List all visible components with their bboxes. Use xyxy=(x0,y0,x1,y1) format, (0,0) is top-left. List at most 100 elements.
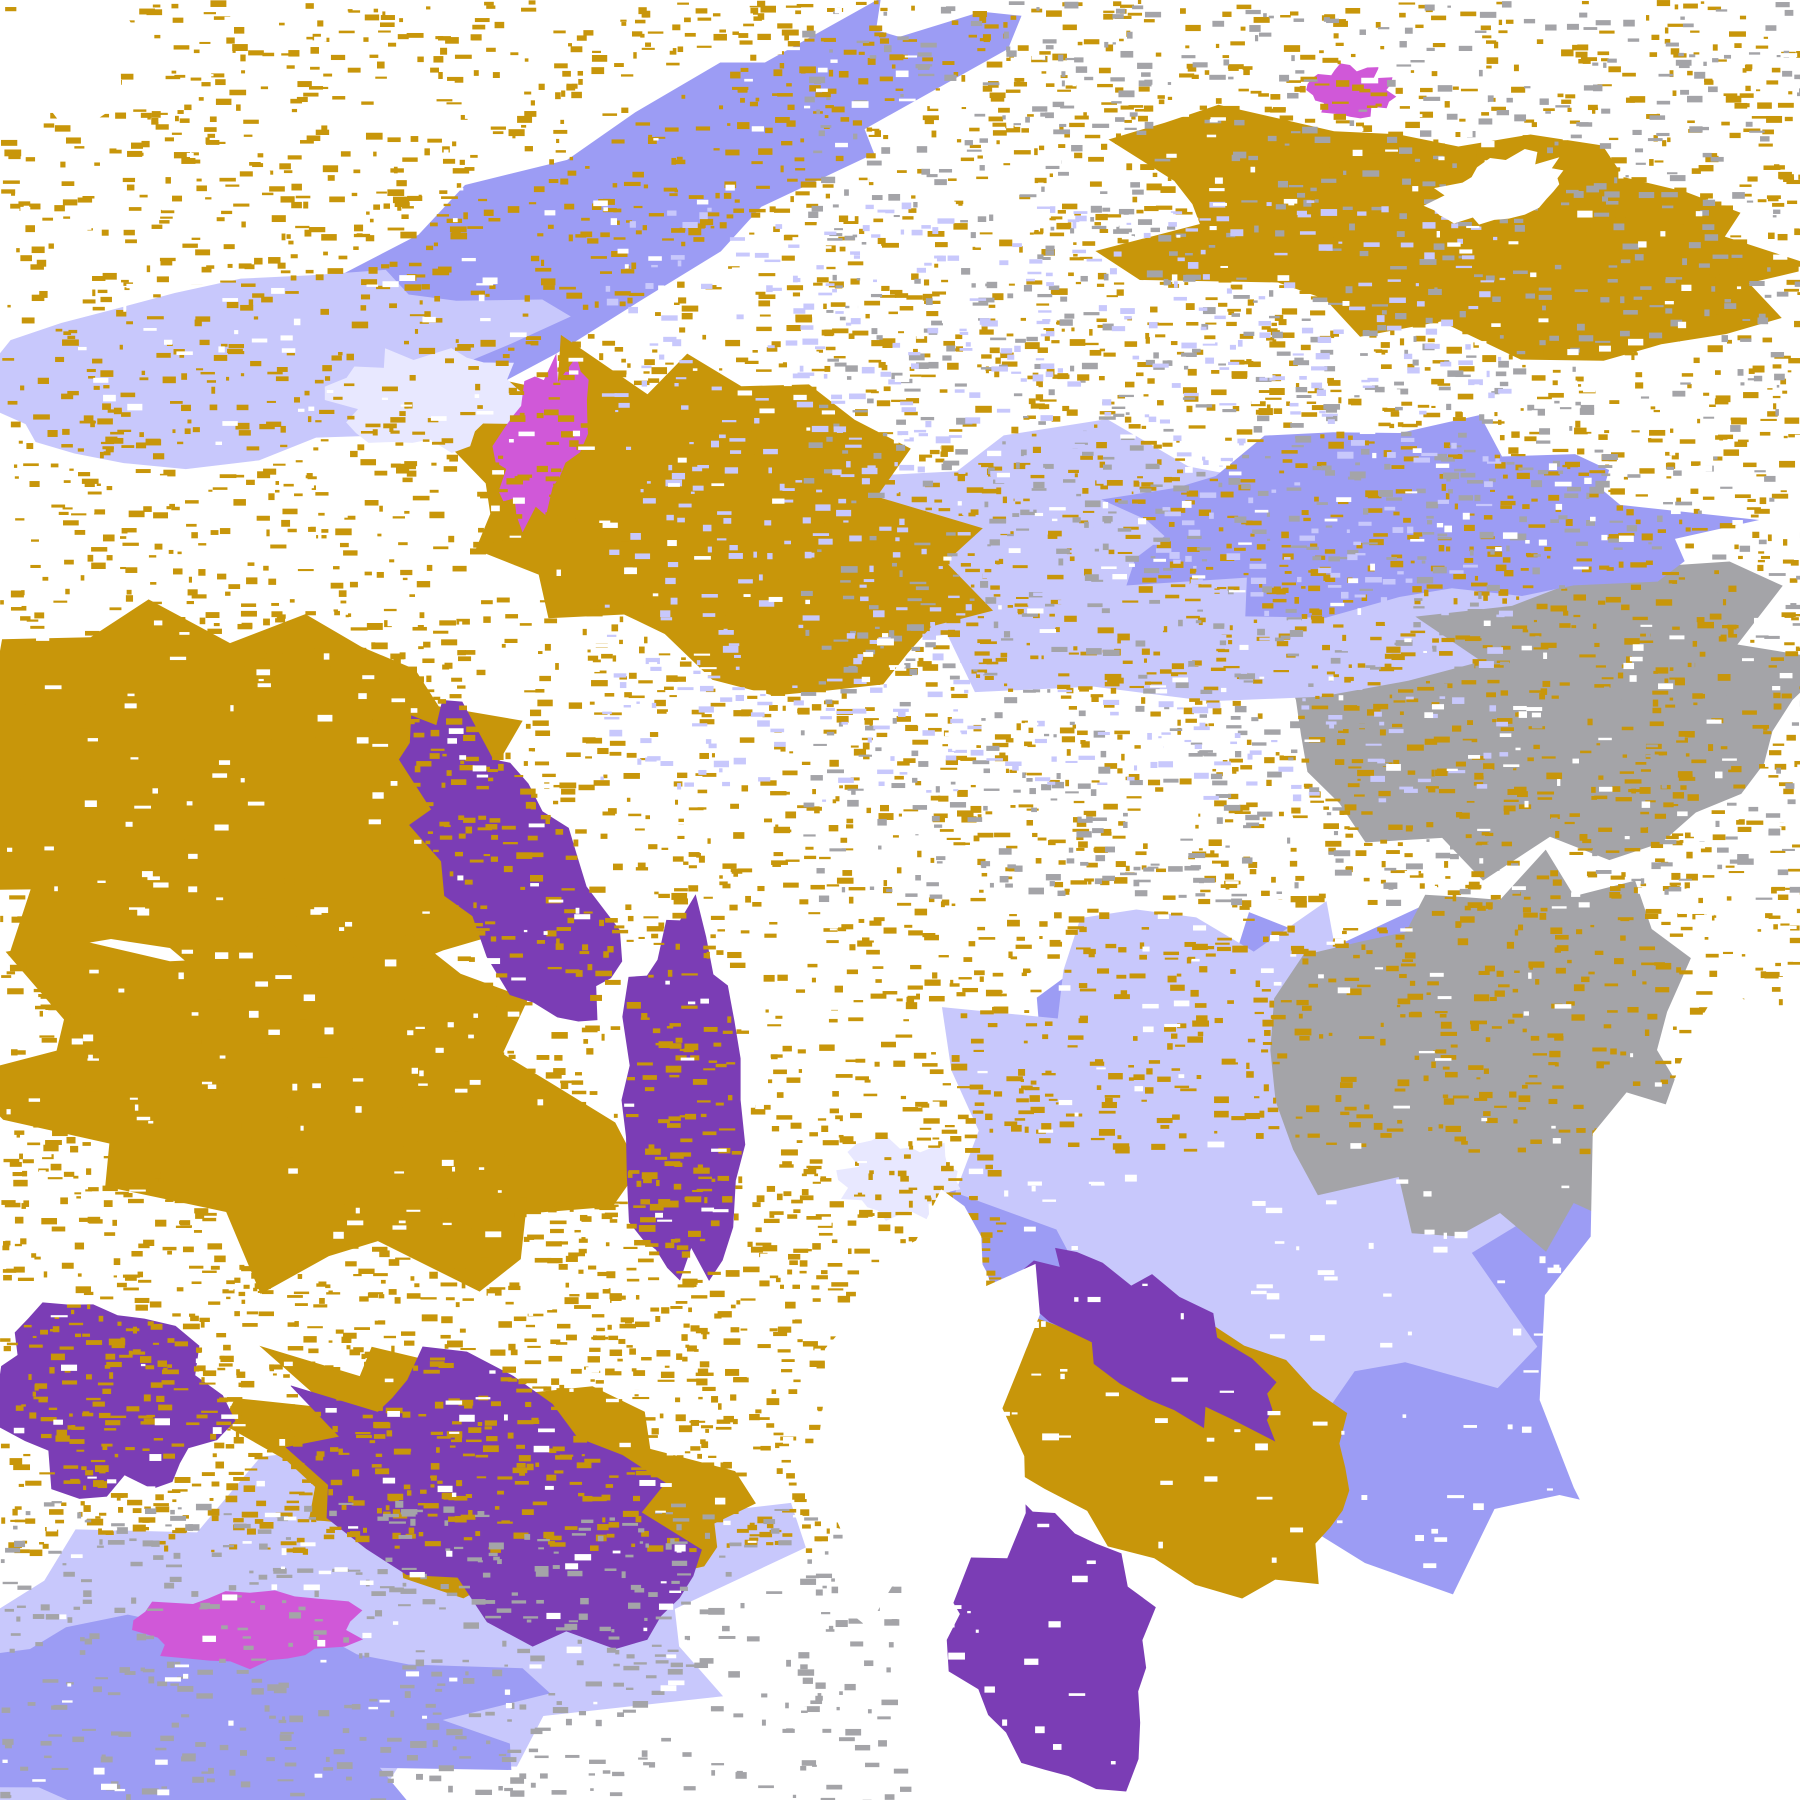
gold-speckle-mark xyxy=(1548,1098,1558,1105)
gold-speckle-mark xyxy=(547,966,562,970)
gold-speckle-mark xyxy=(1498,984,1510,988)
gold-speckle-mark xyxy=(702,1131,717,1136)
gold-speckle-mark xyxy=(436,1101,449,1106)
gold-speckle-mark xyxy=(156,1126,167,1133)
gold-speckle-mark xyxy=(1484,832,1494,837)
gold-speckle-mark xyxy=(756,369,772,372)
gold-speckle-mark xyxy=(110,694,114,701)
gold-speckle-mark xyxy=(1773,703,1782,710)
gold-speckle-mark xyxy=(941,532,955,540)
gold-speckle-mark xyxy=(501,825,516,830)
gold-speckle-mark xyxy=(846,818,854,824)
gold-speckle-mark xyxy=(363,696,371,699)
gold-speckle-mark xyxy=(1311,616,1325,624)
gold-speckle-mark xyxy=(1616,167,1621,172)
gold-speckle-mark xyxy=(977,926,986,931)
gold-speckle-mark xyxy=(794,157,805,162)
gold-speckle-mark xyxy=(1139,145,1154,148)
gold-speckle-mark xyxy=(310,66,320,70)
gold-speckle-mark xyxy=(525,1125,541,1131)
gold-speckle-mark xyxy=(1772,395,1781,399)
gold-speckle-mark xyxy=(517,1005,524,1009)
gold-speckle-mark xyxy=(529,709,542,717)
gold-speckle-mark xyxy=(1655,1060,1672,1065)
gold-speckle-mark xyxy=(643,10,651,18)
gold-speckle-mark xyxy=(605,918,618,923)
gold-speckle-mark xyxy=(1270,267,1287,272)
gold-speckle-mark xyxy=(327,903,333,907)
gold-speckle-mark xyxy=(331,355,342,361)
gold-speckle-mark xyxy=(846,581,858,588)
gold-speckle-mark xyxy=(648,213,664,217)
gold-speckle-mark xyxy=(654,136,666,139)
gold-speckle-mark xyxy=(1705,950,1719,958)
gold-speckle-mark xyxy=(1767,197,1779,202)
gold-speckle-mark xyxy=(436,214,450,217)
gold-speckle-mark xyxy=(1302,958,1309,965)
gold-speckle-mark xyxy=(1394,1088,1406,1092)
gold-speckle-mark xyxy=(69,712,78,718)
gold-speckle-mark xyxy=(769,637,783,642)
gold-speckle-mark xyxy=(848,896,854,904)
gold-speckle-mark xyxy=(322,165,339,173)
gold-speckle-mark xyxy=(691,709,705,715)
gold-speckle-mark xyxy=(1143,105,1154,112)
gold-speckle-mark xyxy=(1439,651,1453,656)
gold-speckle-mark xyxy=(105,446,114,453)
gold-speckle-mark xyxy=(822,184,834,188)
gold-speckle-mark xyxy=(1253,16,1270,23)
gold-speckle-mark xyxy=(1468,881,1480,888)
gold-speckle-mark xyxy=(198,944,212,948)
gold-speckle-mark xyxy=(143,506,152,512)
gold-speckle-mark xyxy=(696,1100,711,1103)
gold-speckle-mark xyxy=(1424,738,1438,745)
gold-speckle-mark xyxy=(723,605,728,613)
gold-speckle-mark xyxy=(527,1093,537,1096)
gold-speckle-mark xyxy=(426,675,432,683)
gold-speckle-mark xyxy=(26,965,31,970)
gold-speckle-mark xyxy=(1273,408,1283,414)
gold-speckle-mark xyxy=(1185,45,1190,49)
gold-speckle-mark xyxy=(1318,157,1328,164)
gold-speckle-mark xyxy=(162,376,176,384)
gold-cloud-region xyxy=(0,918,640,1295)
gold-speckle-mark xyxy=(1432,360,1449,364)
gold-speckle-mark xyxy=(725,390,735,395)
gold-speckle-mark xyxy=(568,234,573,242)
gold-speckle-mark xyxy=(1640,827,1649,833)
gold-speckle-mark xyxy=(672,912,687,919)
gold-speckle-mark xyxy=(1645,908,1662,914)
gold-speckle-mark xyxy=(1197,1031,1204,1037)
gold-speckle-mark xyxy=(750,54,757,61)
gold-speckle-mark xyxy=(392,939,397,944)
gold-speckle-mark xyxy=(408,262,422,267)
gold-speckle-mark xyxy=(187,419,192,424)
gold-speckle-mark xyxy=(493,489,508,493)
gold-speckle-mark xyxy=(1547,1033,1564,1038)
gold-speckle-mark xyxy=(576,521,585,524)
gold-speckle-mark xyxy=(1322,203,1330,209)
gold-speckle-mark xyxy=(857,940,873,947)
gold-speckle-mark xyxy=(1088,950,1095,958)
gold-speckle-mark xyxy=(1534,218,1549,223)
gold-speckle-mark xyxy=(976,671,981,678)
gold-speckle-mark xyxy=(1645,560,1653,565)
gold-speckle-mark xyxy=(54,205,65,212)
gold-speckle-mark xyxy=(1234,547,1246,551)
gold-speckle-mark xyxy=(395,701,408,707)
gold-speckle-mark xyxy=(623,556,632,559)
gold-speckle-mark xyxy=(1187,1036,1203,1043)
gold-speckle-mark xyxy=(241,221,246,228)
gold-speckle-mark xyxy=(1452,1095,1469,1099)
gold-speckle-mark xyxy=(1550,870,1559,877)
gold-speckle-mark xyxy=(374,470,388,476)
gold-speckle-mark xyxy=(1498,30,1508,34)
gold-speckle-mark xyxy=(917,168,924,174)
gold-speckle-mark xyxy=(45,1005,56,1010)
gold-speckle-mark xyxy=(201,266,212,273)
gold-speckle-mark xyxy=(441,196,458,199)
gold-speckle-mark xyxy=(710,495,726,502)
gold-speckle-mark xyxy=(271,215,286,223)
gold-speckle-mark xyxy=(1522,907,1532,913)
gold-speckle-mark xyxy=(642,225,647,231)
